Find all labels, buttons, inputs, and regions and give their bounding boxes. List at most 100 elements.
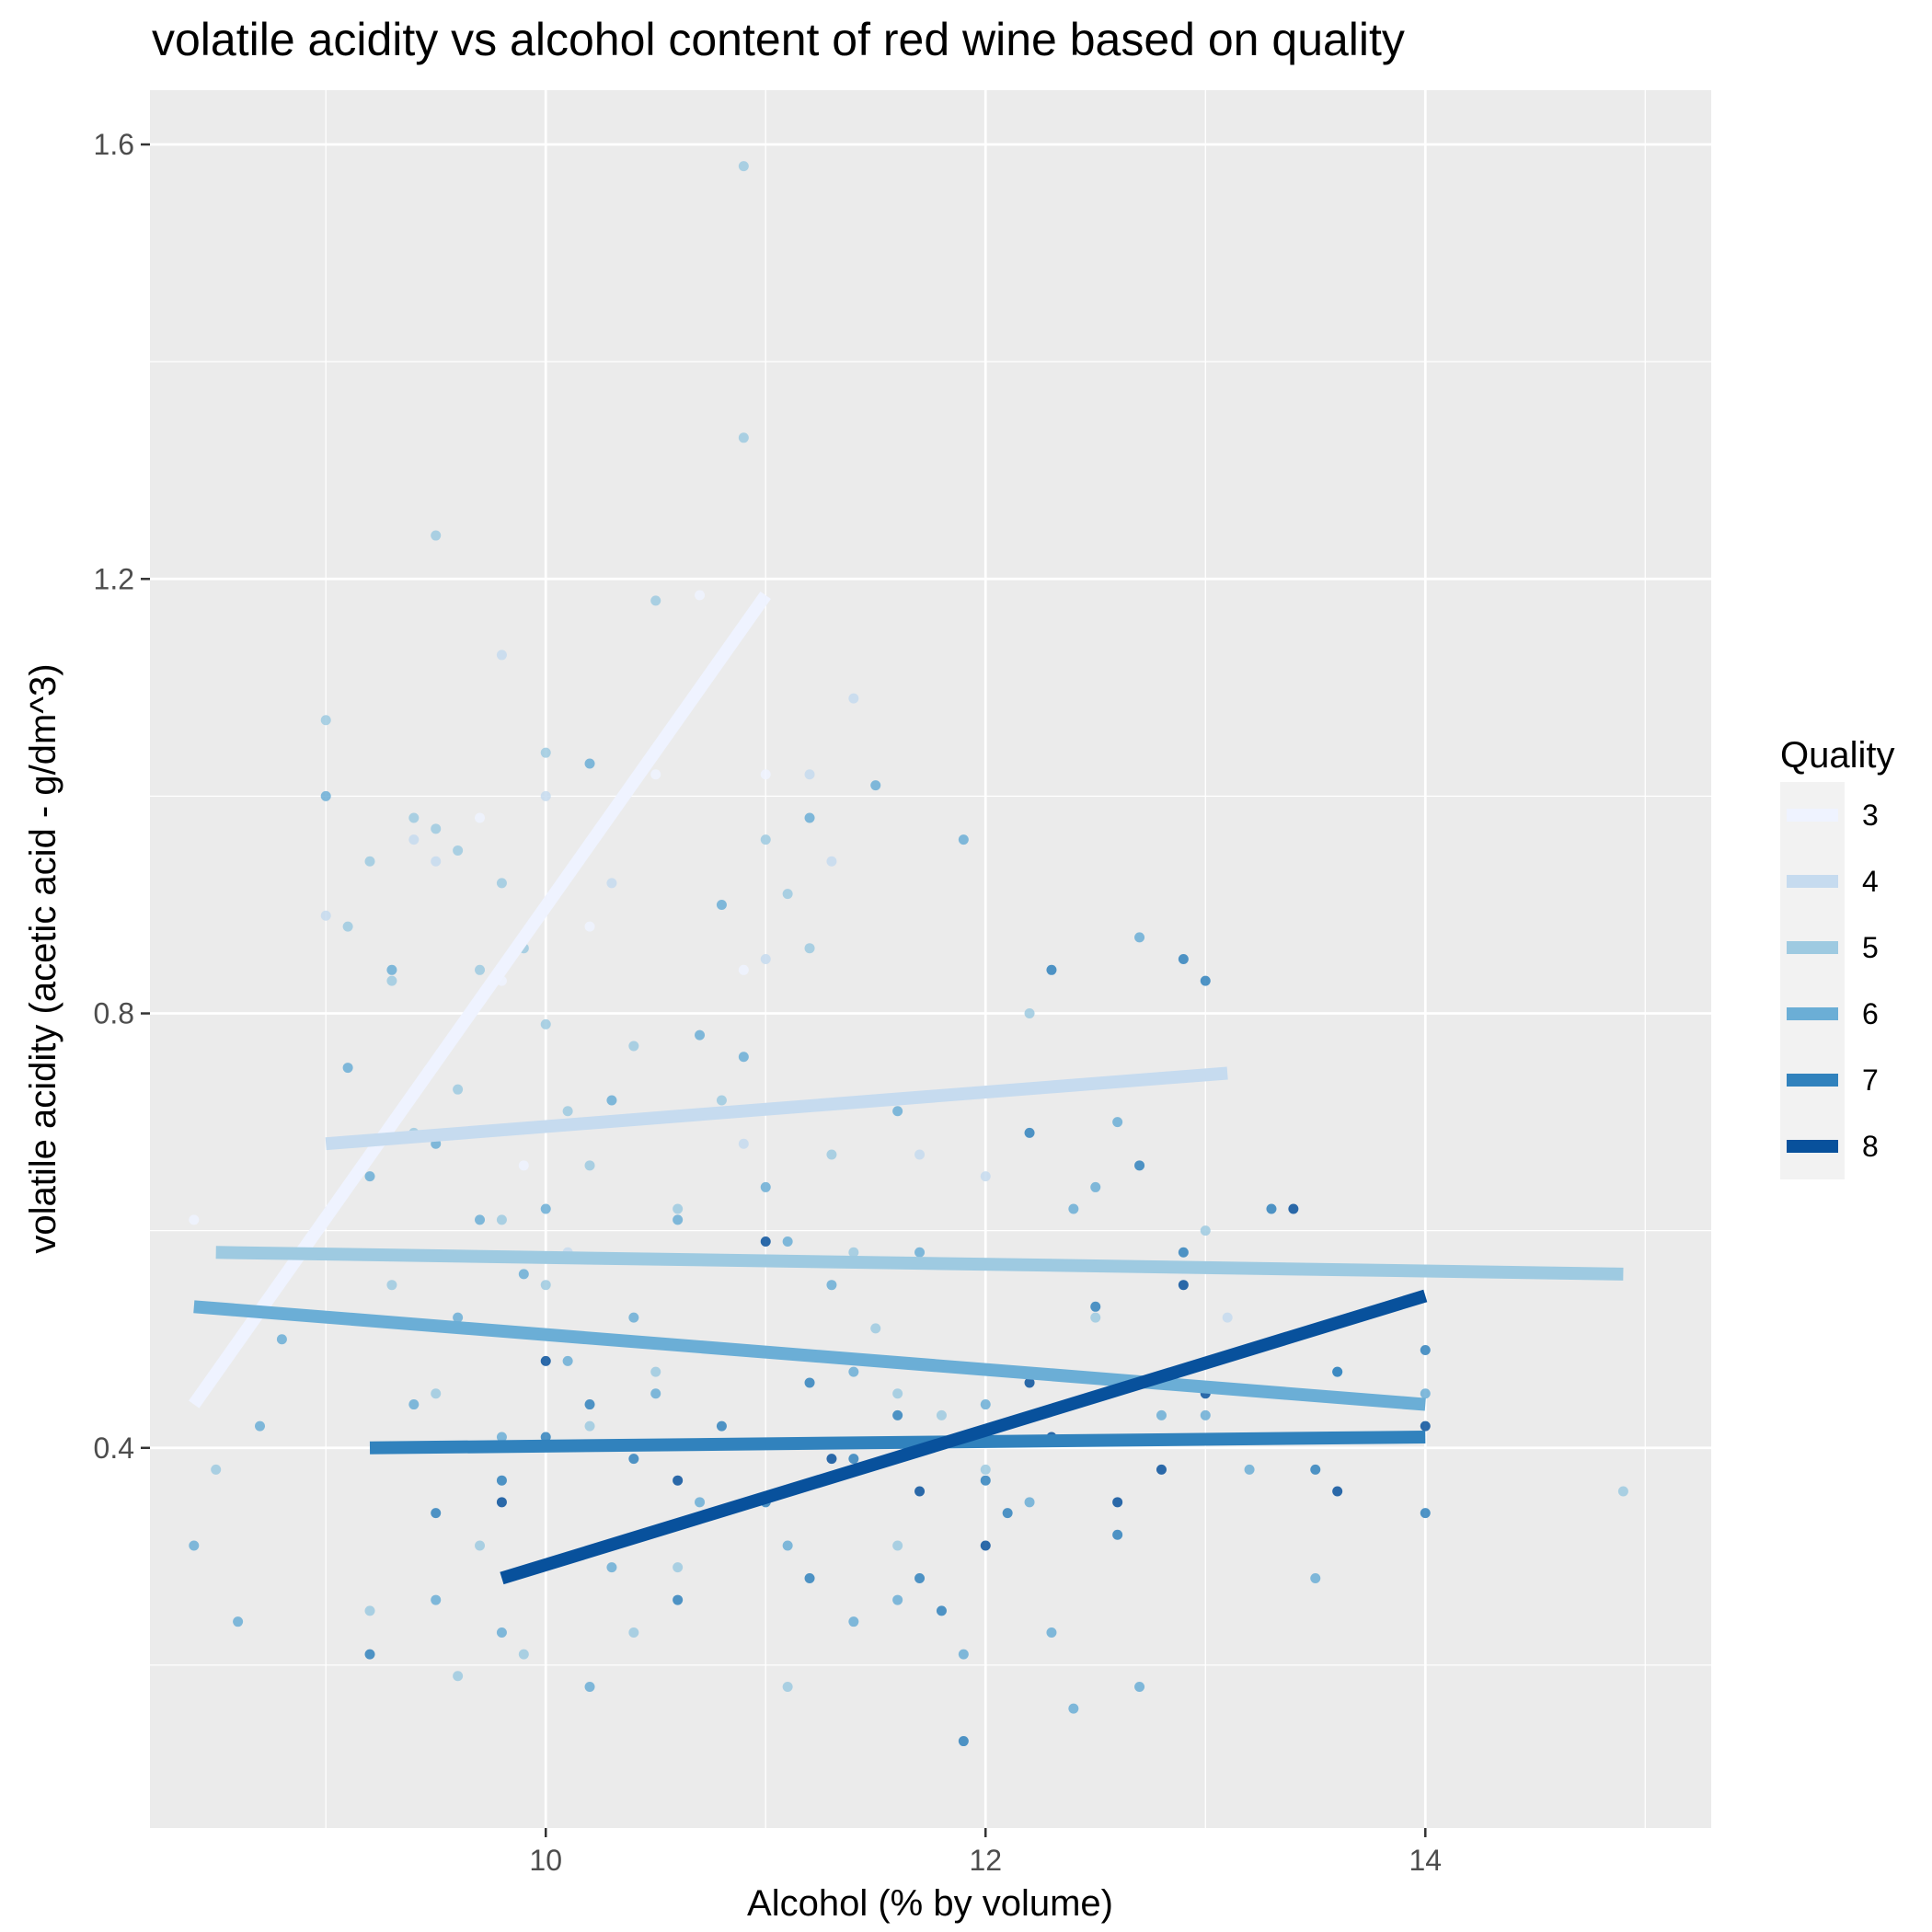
- data-point-q7: [914, 1572, 926, 1583]
- data-point-q6: [518, 1269, 529, 1280]
- x-tick-label: 12: [969, 1844, 1002, 1877]
- data-points: [189, 161, 1628, 1747]
- data-point-q6: [628, 1312, 639, 1323]
- data-point-q8: [1420, 1420, 1431, 1432]
- data-point-q7: [804, 1377, 815, 1388]
- data-point-q6: [980, 1399, 991, 1410]
- data-point-q6: [364, 1171, 375, 1182]
- data-point-q6: [496, 1627, 507, 1638]
- data-point-q7: [1046, 964, 1057, 975]
- data-point-q6: [1134, 932, 1145, 943]
- data-point-q6: [562, 1355, 573, 1366]
- data-point-q7: [1420, 1345, 1431, 1356]
- x-tick-label: 14: [1409, 1844, 1442, 1877]
- data-point-q7: [584, 1399, 595, 1410]
- data-point-q5: [453, 1084, 464, 1095]
- data-point-q8: [980, 1540, 991, 1551]
- data-point-q5: [584, 1420, 595, 1432]
- data-point-q3: [695, 590, 706, 601]
- data-point-q8: [540, 1355, 551, 1366]
- data-point-q6: [606, 1562, 617, 1573]
- data-point-q4: [738, 1138, 749, 1149]
- legend-label-q5: 5: [1862, 931, 1879, 964]
- data-point-q6: [1046, 1627, 1057, 1638]
- data-point-q4: [826, 856, 837, 867]
- data-point-q5: [1617, 1486, 1628, 1497]
- data-point-q5: [738, 161, 749, 172]
- data-point-q7: [1002, 1508, 1013, 1519]
- y-tick-label: 1.6: [94, 128, 134, 161]
- data-point-q5: [738, 432, 749, 443]
- data-point-q6: [276, 1334, 287, 1345]
- data-point-q6: [496, 1432, 507, 1443]
- data-point-q6: [408, 1399, 420, 1410]
- legend-label-q8: 8: [1862, 1130, 1879, 1163]
- y-tick-label: 0.8: [94, 997, 134, 1030]
- plot-panel: [150, 90, 1711, 1828]
- data-point-q4: [496, 650, 507, 661]
- data-point-q5: [650, 595, 661, 606]
- y-tick-label: 1.2: [94, 562, 134, 595]
- y-tick-label: 0.4: [94, 1432, 134, 1465]
- data-point-q6: [782, 1540, 793, 1551]
- data-point-q5: [562, 1106, 573, 1117]
- data-point-q7: [958, 1736, 969, 1747]
- data-point-q7: [1266, 1203, 1277, 1214]
- data-point-q3: [518, 1160, 529, 1171]
- data-point-q7: [1090, 1301, 1101, 1312]
- data-point-q3: [584, 921, 595, 932]
- data-point-q8: [914, 1486, 926, 1497]
- data-point-q8: [1332, 1486, 1343, 1497]
- data-point-q5: [496, 878, 507, 889]
- data-point-q4: [760, 954, 771, 964]
- data-point-q8: [1112, 1497, 1123, 1508]
- x-tick-label: 10: [529, 1844, 562, 1877]
- data-point-q4: [320, 910, 331, 921]
- data-point-q5: [496, 1214, 507, 1225]
- data-point-q6: [1200, 1409, 1211, 1420]
- data-point-q5: [540, 1018, 551, 1029]
- data-point-q6: [848, 1616, 859, 1627]
- trend-line-q4: [325, 1066, 1228, 1151]
- data-point-q7: [892, 1409, 903, 1420]
- data-point-q7: [1024, 1127, 1035, 1138]
- data-point-q5: [408, 812, 420, 823]
- data-point-q7: [364, 1649, 375, 1660]
- data-point-q3: [189, 1214, 200, 1225]
- data-point-q5: [980, 1464, 991, 1475]
- data-point-q5: [584, 1160, 595, 1171]
- data-point-q6: [1112, 1117, 1123, 1128]
- data-point-q8: [1178, 1280, 1189, 1291]
- data-point-q6: [650, 1388, 661, 1399]
- data-point-q6: [892, 1594, 903, 1605]
- trend-line-q3: [189, 591, 771, 1409]
- legend-title: Quality: [1780, 735, 1895, 776]
- data-point-q4: [606, 878, 617, 889]
- data-point-q8: [673, 1475, 684, 1486]
- data-point-q8: [1288, 1203, 1299, 1214]
- data-point-q5: [673, 1562, 684, 1573]
- chart-title: volatile acidity vs alcohol content of r…: [152, 14, 1405, 65]
- data-point-q5: [892, 1388, 903, 1399]
- data-point-q6: [1310, 1572, 1321, 1583]
- data-point-q3: [475, 812, 486, 823]
- data-point-q8: [496, 1497, 507, 1508]
- data-point-q5: [431, 530, 442, 541]
- data-point-q5: [1200, 1225, 1211, 1236]
- data-point-q7: [1200, 975, 1211, 986]
- data-point-q6: [475, 1214, 486, 1225]
- data-point-q3: [760, 769, 771, 780]
- data-point-q5: [364, 856, 375, 867]
- y-axis-title: volatile acidity (acetic acid - g/dm^3): [23, 663, 63, 1253]
- data-point-q4: [408, 834, 420, 845]
- data-point-q5: [431, 1388, 442, 1399]
- data-point-q6: [1244, 1464, 1255, 1475]
- data-point-q6: [826, 1280, 837, 1291]
- data-point-q6: [453, 1312, 464, 1323]
- data-point-q4: [980, 1171, 991, 1182]
- data-point-q7: [540, 1432, 551, 1443]
- data-point-q7: [980, 1475, 991, 1486]
- data-point-q5: [782, 1682, 793, 1693]
- data-point-q6: [760, 1181, 771, 1192]
- data-point-q5: [673, 1203, 684, 1214]
